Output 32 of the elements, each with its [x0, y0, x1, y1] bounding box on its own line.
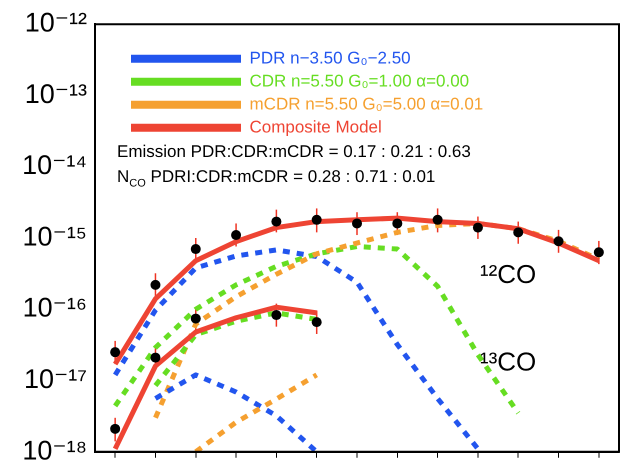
- y-tick-label: 10⁻¹⁶: [22, 292, 87, 323]
- text: mCDR n=5.50 G₀=5.00 α=0.01: [250, 94, 484, 114]
- point: [190, 244, 201, 254]
- text: Composite Model: [250, 117, 382, 136]
- point: [554, 236, 564, 246]
- point: [472, 222, 483, 233]
- point: [271, 216, 282, 227]
- point: [271, 310, 282, 320]
- y-tick-label: 10⁻¹²: [24, 8, 87, 38]
- y-tick-label: 10⁻¹⁷: [24, 364, 87, 394]
- y-tick-label: 10⁻¹⁵: [22, 221, 87, 252]
- point: [190, 314, 201, 324]
- point: [513, 227, 524, 238]
- point: [312, 317, 322, 328]
- y-tick-label: 10⁻¹⁴: [22, 150, 87, 180]
- point: [392, 218, 402, 228]
- text: PDR n−3.50 G₀−2.50: [250, 48, 411, 68]
- point: [432, 214, 443, 225]
- point: [110, 424, 120, 434]
- point: [594, 247, 604, 258]
- y-tick-label: 10⁻¹³: [24, 78, 87, 109]
- point: [352, 218, 362, 228]
- text: CDR n=5.50 G₀=1.00 α=0.00: [250, 71, 470, 90]
- point: [312, 214, 322, 225]
- point: [110, 347, 120, 358]
- annotation: Emission PDR:CDR:mCDR = 0.17 : 0.21 : 0.63: [117, 142, 471, 162]
- annotation: ¹³CO: [480, 346, 536, 377]
- y-tick-label: 10⁻¹⁸: [22, 435, 87, 466]
- point: [150, 280, 160, 290]
- point: [231, 230, 242, 240]
- annotation: ¹²CO: [480, 259, 536, 289]
- point: [150, 352, 160, 363]
